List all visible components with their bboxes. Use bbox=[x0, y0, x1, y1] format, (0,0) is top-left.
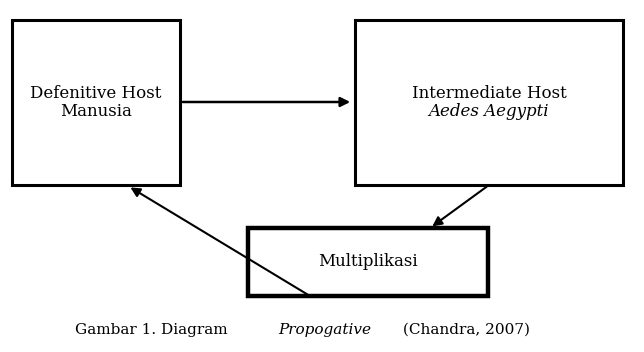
Bar bbox=[355, 20, 623, 185]
Text: Gambar 1. Diagram: Gambar 1. Diagram bbox=[75, 323, 232, 337]
Text: Aedes Aegypti: Aedes Aegypti bbox=[429, 103, 549, 120]
Text: (Chandra, 2007): (Chandra, 2007) bbox=[399, 323, 531, 337]
Text: Defenitive Host: Defenitive Host bbox=[30, 85, 162, 102]
Text: Propogative: Propogative bbox=[278, 323, 372, 337]
Text: Manusia: Manusia bbox=[60, 103, 132, 120]
Text: Intermediate Host: Intermediate Host bbox=[412, 85, 566, 102]
Text: Multiplikasi: Multiplikasi bbox=[318, 253, 418, 270]
Bar bbox=[12, 20, 180, 185]
Bar bbox=[248, 228, 488, 296]
